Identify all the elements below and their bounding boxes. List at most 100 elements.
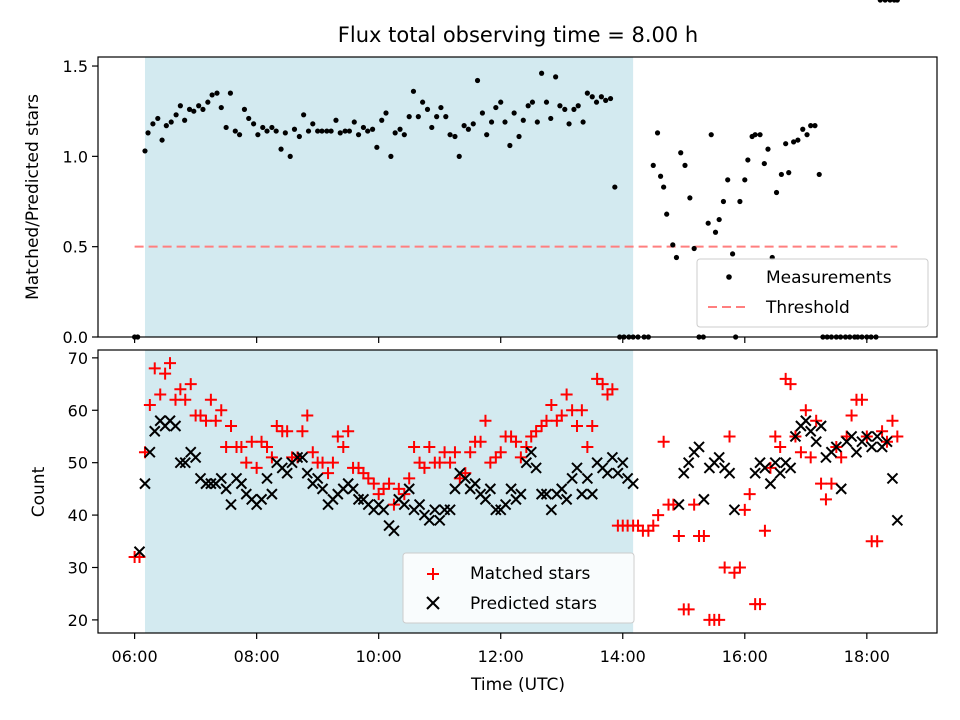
matched-star-point bbox=[225, 419, 238, 432]
measurement-point bbox=[673, 254, 680, 261]
measurement-point bbox=[142, 148, 148, 154]
measurement-point bbox=[177, 103, 183, 109]
matched-star-point bbox=[758, 524, 771, 537]
measurement-point bbox=[502, 119, 508, 125]
measurement-point bbox=[305, 128, 312, 134]
measurement-point bbox=[182, 117, 188, 123]
measurement-point bbox=[708, 132, 714, 138]
predicted-star-point bbox=[586, 488, 598, 500]
measurement-point bbox=[379, 117, 385, 123]
measurement-point bbox=[227, 90, 234, 96]
measurement-point bbox=[539, 70, 545, 76]
predicted-star-point bbox=[301, 467, 313, 479]
matched-star-point bbox=[794, 446, 807, 459]
measurement-point bbox=[333, 117, 339, 123]
predicted-star-point bbox=[673, 498, 685, 511]
measurement-point bbox=[319, 128, 325, 134]
predicted-star-point bbox=[484, 483, 497, 495]
matched-star-point bbox=[581, 440, 594, 453]
predicted-star-point bbox=[205, 477, 217, 490]
matched-star-point bbox=[220, 440, 233, 453]
predicted-star-point bbox=[871, 430, 883, 443]
matched-star-point bbox=[540, 414, 553, 427]
measurement-point bbox=[765, 146, 771, 152]
measurement-point bbox=[232, 128, 238, 134]
matched-star-point bbox=[845, 409, 858, 422]
measurement-point bbox=[205, 99, 211, 105]
predicted-star-point bbox=[612, 467, 624, 479]
measurement-point bbox=[816, 171, 822, 178]
bottom-legend: Matched stars Predicted stars bbox=[402, 552, 635, 624]
matched-star-point bbox=[464, 446, 477, 459]
predicted-star-point bbox=[861, 430, 873, 443]
measurement-point bbox=[209, 92, 215, 98]
measurement-point bbox=[511, 110, 517, 116]
measurement-point bbox=[488, 119, 495, 125]
measurement-point bbox=[246, 115, 252, 122]
matched-star-point bbox=[754, 598, 767, 611]
measurement-point bbox=[729, 251, 736, 257]
bottom-y-tick-label: 20 bbox=[68, 611, 88, 630]
measurement-point bbox=[800, 126, 806, 132]
matched-star-point bbox=[301, 409, 314, 422]
predicted-star-point bbox=[627, 477, 639, 490]
measurement-point bbox=[670, 242, 676, 248]
measurement-point bbox=[150, 121, 156, 127]
measurement-point bbox=[691, 245, 697, 252]
x-tick-label: 08:00 bbox=[234, 647, 280, 666]
predicted-star-point bbox=[540, 488, 553, 500]
measurement-point bbox=[200, 106, 206, 112]
predicted-star-point bbox=[606, 451, 619, 464]
matched-star-point bbox=[265, 451, 278, 464]
matched-star-point bbox=[835, 451, 848, 464]
measurement-point bbox=[557, 103, 563, 109]
measurement-point bbox=[894, 0, 900, 3]
predicted-star-point bbox=[490, 504, 502, 516]
matched-star-point bbox=[819, 493, 832, 506]
measurement-point bbox=[725, 177, 731, 183]
predicted-star-point bbox=[764, 477, 777, 490]
predicted-star-point bbox=[886, 472, 899, 485]
measurement-point bbox=[310, 121, 316, 127]
matched-star-point bbox=[240, 456, 253, 469]
measurement-point bbox=[438, 104, 444, 111]
bottom-legend-box bbox=[402, 552, 635, 624]
matched-star-point bbox=[886, 414, 899, 427]
measurement-point bbox=[543, 99, 550, 105]
measurement-point bbox=[278, 146, 284, 152]
matched-star-point bbox=[855, 393, 868, 406]
predicted-star-point bbox=[505, 483, 517, 495]
measurement-point bbox=[287, 153, 293, 159]
measurement-point bbox=[507, 142, 513, 149]
predicted-star-point bbox=[698, 493, 710, 506]
bottom-y-tick-label: 30 bbox=[68, 558, 88, 577]
predicted-star-point bbox=[225, 498, 237, 511]
predicted-star-point bbox=[784, 462, 797, 474]
chart-title: Flux total observing time = 8.00 h bbox=[338, 23, 698, 47]
measurement-point bbox=[525, 103, 531, 109]
x-tick-label: 12:00 bbox=[478, 647, 524, 666]
measurement-point bbox=[882, 0, 888, 3]
measurement-point bbox=[383, 110, 389, 116]
measurement-point bbox=[808, 123, 814, 129]
matched-star-point bbox=[514, 451, 527, 464]
predicted-star-point bbox=[530, 462, 542, 474]
top-y-tick-label: 0.0 bbox=[63, 328, 88, 347]
matched-star-point bbox=[322, 467, 335, 480]
predicted-star-point bbox=[866, 441, 878, 453]
matched-star-point bbox=[164, 357, 177, 370]
measurement-point bbox=[783, 141, 789, 147]
matched-star-point bbox=[804, 451, 817, 464]
measurement-point bbox=[571, 106, 577, 112]
bottom-y-tick-label: 70 bbox=[68, 349, 88, 368]
matched-star-points bbox=[128, 357, 904, 626]
measurement-point bbox=[520, 117, 526, 123]
matched-star-point bbox=[362, 472, 375, 485]
measurement-point bbox=[255, 132, 261, 138]
measurement-point bbox=[778, 171, 785, 178]
legend-label-predicted: Predicted stars bbox=[470, 594, 597, 614]
measurement-point bbox=[757, 132, 763, 138]
matched-star-point bbox=[494, 446, 507, 459]
predicted-star-point bbox=[388, 525, 400, 537]
matched-star-point bbox=[682, 603, 695, 616]
